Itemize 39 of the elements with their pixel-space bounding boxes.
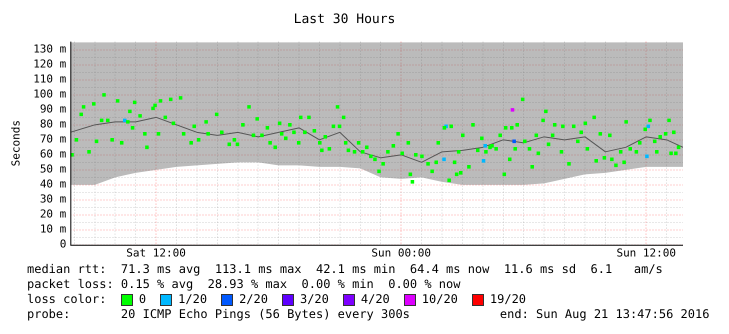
point [646, 124, 650, 128]
y-tick-label: 130 m [33, 42, 67, 56]
y-tick-label: 50 m [40, 162, 67, 176]
point [510, 108, 514, 112]
y-tick-label: 80 m [40, 118, 67, 131]
y-tick-label: 100 m [33, 88, 67, 101]
point [123, 118, 127, 122]
legend-label: 1/20 [178, 292, 208, 307]
point [442, 158, 446, 162]
y-tick-label: 30 m [40, 192, 67, 206]
chart-title: Last 30 Hours [294, 12, 396, 28]
y-tick-label: 70 m [40, 132, 67, 146]
legend-label: 19/20 [490, 292, 526, 307]
y-tick-label: 120 m [33, 58, 67, 71]
legend-label: 2/20 [239, 292, 268, 307]
y-tick-label: 0 [60, 238, 66, 251]
y-tick-label: 20 m [40, 208, 67, 221]
y-tick-label: 60 m [40, 148, 67, 161]
x-tick-label: Sun 12:00 [616, 246, 676, 260]
point [482, 159, 486, 163]
x-tick-label: Sat 12:00 [126, 246, 186, 260]
y-tick-label: 110 m [33, 72, 67, 86]
text: median rtt: 71.3 ms avg 113.1 ms max 42.1 ms min 64.4 ms now 11.6 ms sd 6.1 am/s [27, 262, 664, 277]
x-tick-label: Sun 00:00 [371, 246, 431, 260]
y-tick-label: 90 m [40, 102, 67, 116]
legend-label: 0 [138, 292, 146, 307]
text: probe: 20 ICMP Echo Pings (56 Bytes) every 300s [27, 307, 410, 322]
legend-label: 4/20 [360, 292, 390, 307]
legend-title: loss color: [27, 292, 108, 307]
y-tick-label: 40 m [40, 178, 67, 191]
legend-label: 10/20 [422, 292, 458, 307]
text: end: Sun Aug 21 13:47:56 2016 [500, 307, 710, 322]
legend-label: 3/20 [300, 292, 329, 307]
point [512, 140, 516, 144]
point [483, 144, 488, 148]
y-axis-title: Seconds [9, 120, 22, 166]
text: packet loss: 0.15 % avg 28.93 % max 0.00 % min 0.00 % now [27, 277, 462, 292]
y-tick-label: 10 m [40, 222, 67, 236]
point [645, 154, 649, 158]
